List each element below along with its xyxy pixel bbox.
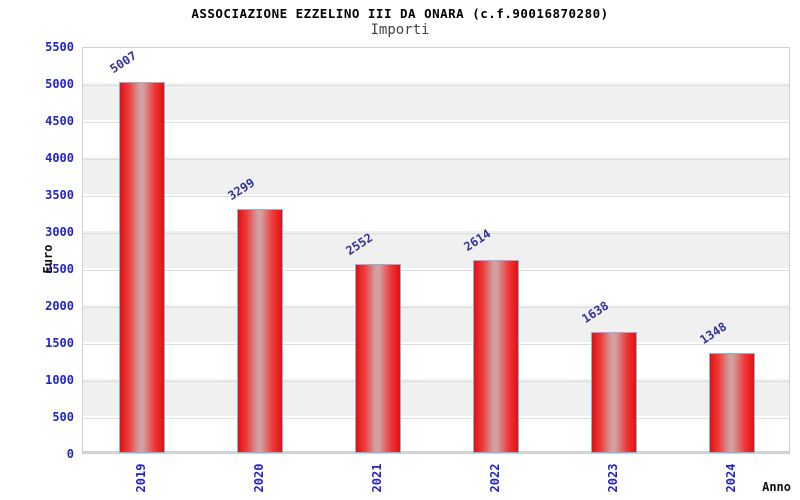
- y-tick-label: 4500: [45, 114, 74, 128]
- grid-band: [83, 157, 789, 194]
- grid-line: [83, 270, 789, 271]
- grid-line: [83, 344, 789, 345]
- grid-line: [83, 159, 789, 160]
- x-tick-label: 2021: [370, 463, 384, 493]
- y-tick-label: 2500: [45, 262, 74, 276]
- x-axis-line: [83, 451, 789, 453]
- grid-band: [83, 231, 789, 268]
- y-tick-label: 500: [52, 410, 74, 424]
- y-tick-label: 1500: [45, 336, 74, 350]
- grid-line: [83, 122, 789, 123]
- bar-2020: [237, 208, 283, 453]
- bar-2023: [591, 331, 637, 453]
- y-tick-label: 2000: [45, 299, 74, 313]
- y-tick-label: 3000: [45, 225, 74, 239]
- x-tick-label: 2022: [488, 463, 502, 493]
- grid-line: [83, 85, 789, 86]
- x-tick-label: 2020: [252, 463, 266, 493]
- y-axis-title: Euro: [41, 244, 55, 274]
- grid-band: [83, 342, 789, 379]
- chart-title: ASSOCIAZIONE EZZELINO III DA ONARA (c.f.…: [191, 6, 609, 21]
- grid-band: [83, 194, 789, 231]
- grid-band: [83, 416, 789, 453]
- y-tick-label: 3500: [45, 188, 74, 202]
- grid-band: [83, 379, 789, 416]
- grid-line: [83, 233, 789, 234]
- grid-line: [83, 418, 789, 419]
- grid-band: [83, 305, 789, 342]
- plot-area: 5007 3299 2552 2614 1638 1348: [82, 47, 790, 454]
- y-tick-label: 1000: [45, 373, 74, 387]
- bar-2024: [709, 353, 755, 453]
- x-tick-label: 2023: [606, 463, 620, 493]
- grid-line: [83, 381, 789, 382]
- y-tick-label: 5500: [45, 40, 74, 54]
- bar-2019: [119, 82, 165, 453]
- x-tick-label: 2024: [724, 463, 738, 493]
- grid-band: [83, 120, 789, 157]
- y-tick-label: 5000: [45, 77, 74, 91]
- y-tick-label: 4000: [45, 151, 74, 165]
- grid-band: [83, 46, 789, 83]
- grid-line: [83, 307, 789, 308]
- x-axis-title: Anno: [762, 480, 791, 494]
- grid-band: [83, 268, 789, 305]
- grid-band: [83, 83, 789, 120]
- grid-line: [83, 196, 789, 197]
- y-tick-label: 0: [66, 447, 74, 461]
- bar-2022: [473, 259, 519, 453]
- bar-2021: [355, 264, 401, 453]
- chart-subtitle: Importi: [370, 22, 430, 38]
- x-tick-label: 2019: [134, 463, 148, 493]
